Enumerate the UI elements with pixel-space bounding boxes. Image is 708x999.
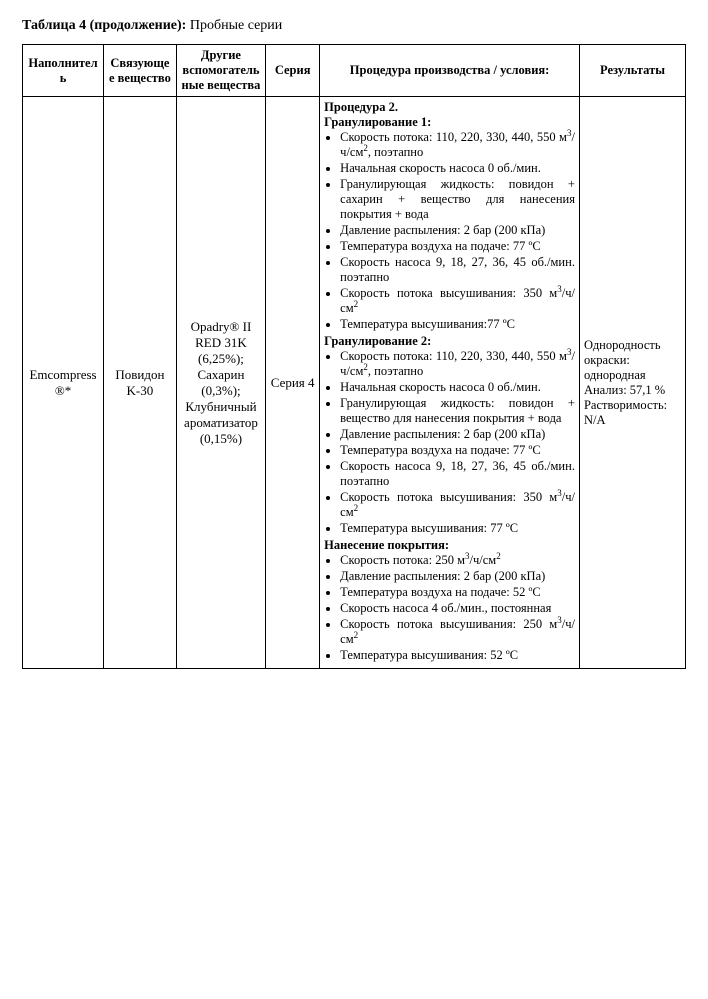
granulation-2-item: Температура воздуха на подаче: 77 ºС [340, 443, 575, 458]
granulation-1-item: Температура воздуха на подаче: 77 ºС [340, 239, 575, 254]
granulation-1-item: Скорость потока высушивания: 350 м3/ч/см… [340, 286, 575, 316]
other-excipient-line: Сахарин (0,3%); [181, 367, 261, 399]
coating-title: Нанесение покрытия: [324, 538, 575, 553]
col-header-procedure: Процедура производства / условия: [320, 45, 580, 97]
caption-bold: Таблица 4 (продолжение): [22, 18, 186, 33]
granulation-2-list: Скорость потока: 110, 220, 330, 440, 550… [324, 349, 575, 536]
col-header-binder: Связующее вещество [104, 45, 177, 97]
coating-item: Скорость насоса 4 об./мин., постоянная [340, 601, 575, 616]
granulation-1-item: Скорость насоса 9, 18, 27, 36, 45 об./ми… [340, 255, 575, 285]
other-excipient-line: Opadry® II RED 31K (6,25%); [181, 319, 261, 367]
coating-item: Температура воздуха на подаче: 52 ºС [340, 585, 575, 600]
col-header-series: Серия [266, 45, 320, 97]
cell-other: Opadry® II RED 31K (6,25%);Сахарин (0,3%… [176, 97, 265, 669]
result-line: Однородность окраски: однородная [584, 338, 681, 383]
granulation-1-item: Скорость потока: 110, 220, 330, 440, 550… [340, 130, 575, 160]
result-line: Растворимость: N/A [584, 398, 681, 428]
table-caption: Таблица 4 (продолжение): Пробные серии [22, 18, 686, 34]
coating-item: Скорость потока высушивания: 250 м3/ч/см… [340, 617, 575, 647]
granulation-2-item: Гранулирующая жидкость: повидон + вещест… [340, 396, 575, 426]
granulation-1-title: Гранулирование 1: [324, 115, 575, 130]
table-row: Emcompress ®* Повидон K-30 Opadry® II RE… [23, 97, 686, 669]
granulation-1-item: Давление распыления: 2 бар (200 кПа) [340, 223, 575, 238]
granulation-2-item: Скорость потока: 110, 220, 330, 440, 550… [340, 349, 575, 379]
col-header-filler: Наполнитель [23, 45, 104, 97]
coating-item: Скорость потока: 250 м3/ч/см2 [340, 553, 575, 568]
other-excipient-line: Клубничный ароматизатор (0,15%) [181, 399, 261, 447]
granulation-2-item: Начальная скорость насоса 0 об./мин. [340, 380, 575, 395]
coating-item: Температура высушивания: 52 ºС [340, 648, 575, 663]
cell-series: Серия 4 [266, 97, 320, 669]
cell-results: Однородность окраски: однороднаяАнализ: … [579, 97, 685, 669]
granulation-1-item: Гранулирующая жидкость: повидон + сахари… [340, 177, 575, 222]
cell-procedure: Процедура 2. Гранулирование 1: Скорость … [320, 97, 580, 669]
coating-item: Давление распыления: 2 бар (200 кПа) [340, 569, 575, 584]
cell-binder: Повидон K-30 [104, 97, 177, 669]
col-header-results: Результаты [579, 45, 685, 97]
granulation-2-item: Давление распыления: 2 бар (200 кПа) [340, 427, 575, 442]
caption-rest: Пробные серии [186, 18, 282, 33]
coating-list: Скорость потока: 250 м3/ч/см2Давление ра… [324, 553, 575, 663]
granulation-2-item: Скорость насоса 9, 18, 27, 36, 45 об./ми… [340, 459, 575, 489]
procedure-title: Процедура 2. [324, 100, 575, 115]
cell-filler: Emcompress ®* [23, 97, 104, 669]
granulation-1-list: Скорость потока: 110, 220, 330, 440, 550… [324, 130, 575, 332]
granulation-1-item: Температура высушивания:77 ºС [340, 317, 575, 332]
granulation-2-title: Гранулирование 2: [324, 334, 575, 349]
granulation-2-item: Скорость потока высушивания: 350 м3/ч/см… [340, 490, 575, 520]
col-header-other: Другие вспомогательные вещества [176, 45, 265, 97]
granulation-2-item: Температура высушивания: 77 ºС [340, 521, 575, 536]
table-header-row: Наполнитель Связующее вещество Другие вс… [23, 45, 686, 97]
granulation-1-item: Начальная скорость насоса 0 об./мин. [340, 161, 575, 176]
trial-series-table: Наполнитель Связующее вещество Другие вс… [22, 44, 686, 669]
result-line: Анализ: 57,1 % [584, 383, 681, 398]
